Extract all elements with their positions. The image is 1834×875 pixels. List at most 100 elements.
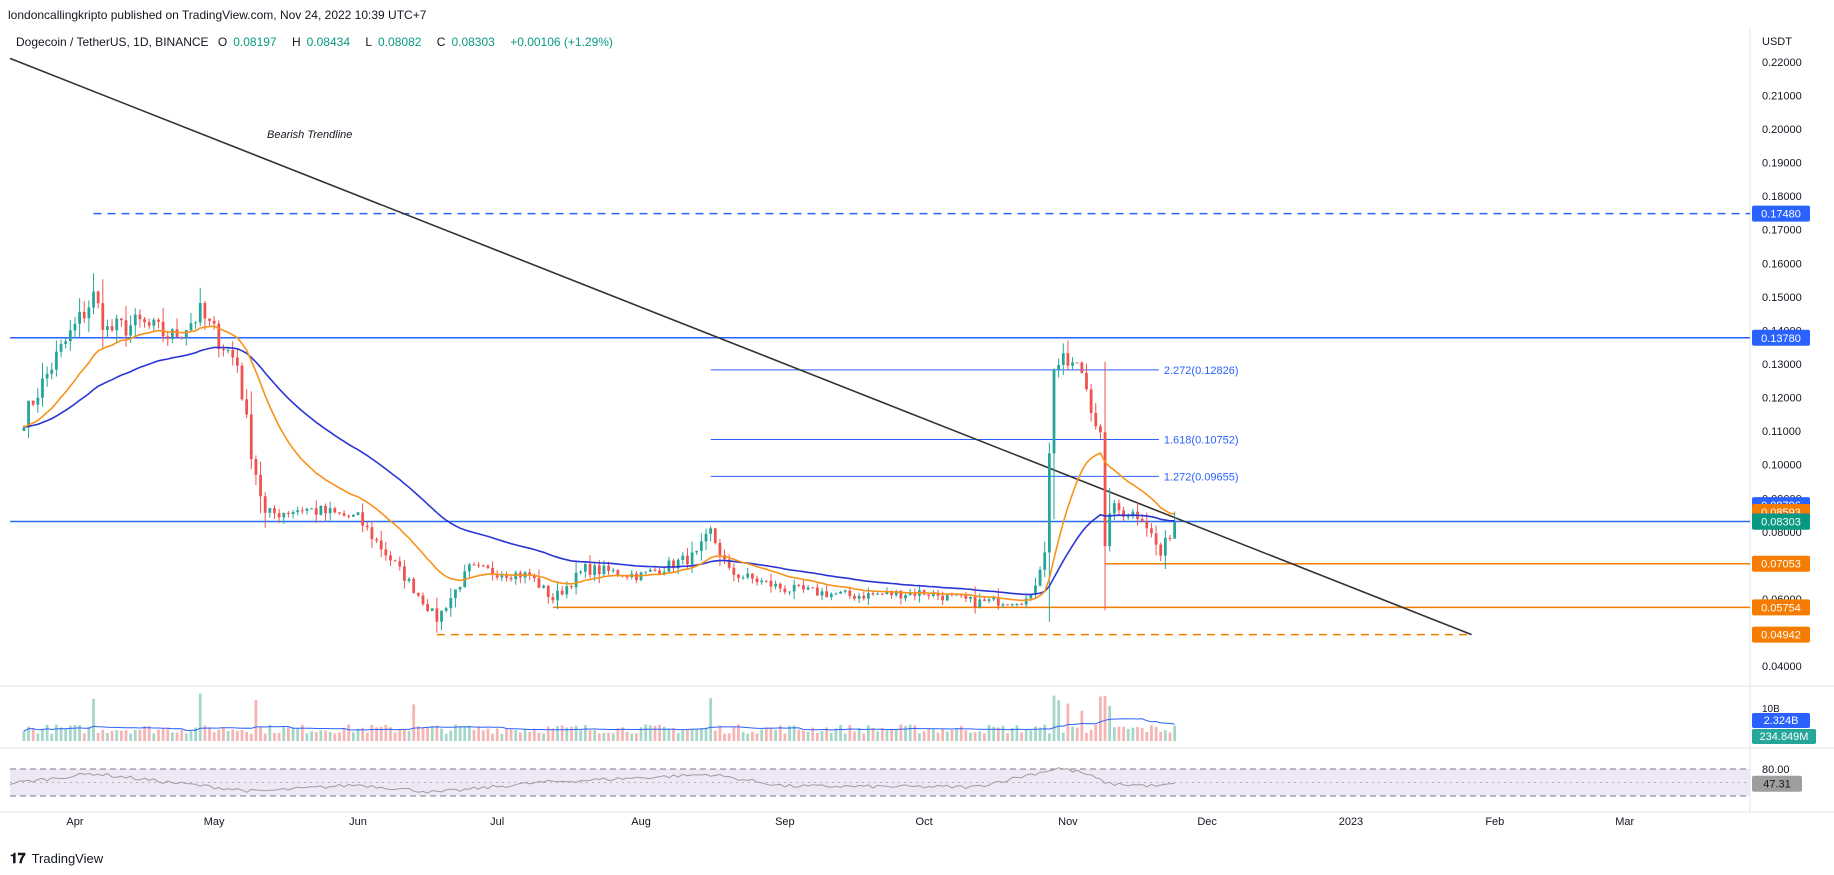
candle-body — [240, 365, 244, 400]
volume-bar — [342, 728, 346, 741]
tradingview-logo-icon: 𝟏𝟕 — [10, 850, 26, 866]
rsi-value-tag — [1752, 775, 1802, 792]
volume-bar — [774, 729, 777, 741]
ema-fast-line — [23, 325, 1175, 602]
candle-body — [119, 318, 123, 321]
candle-body — [1029, 594, 1033, 599]
candle-body — [653, 569, 657, 571]
candle-body — [249, 414, 253, 460]
volume-bar — [245, 731, 249, 741]
volume-bar — [778, 725, 782, 741]
candle-body — [931, 592, 935, 596]
candle-body — [973, 596, 977, 608]
volume-bar — [147, 725, 151, 741]
candle-body — [593, 565, 597, 575]
volume-bar — [760, 729, 764, 741]
candle-body — [574, 572, 578, 588]
candle-body — [945, 594, 949, 601]
candle-body — [746, 573, 750, 578]
price-tick-label: 0.15000 — [1762, 292, 1802, 304]
candle-body — [727, 559, 731, 568]
candle-body — [314, 508, 318, 515]
candle-body — [384, 549, 388, 556]
volume-bar — [421, 727, 425, 741]
candle-body — [356, 512, 360, 515]
candle-body — [532, 575, 536, 579]
low-label: L — [365, 35, 373, 49]
volume-bar — [333, 733, 337, 741]
volume-bar — [704, 727, 708, 741]
footer-brand[interactable]: 𝟏𝟕 TradingView — [10, 850, 103, 867]
volume-bar — [1057, 700, 1061, 741]
volume-bar — [718, 725, 722, 741]
volume-bar — [583, 725, 587, 741]
candle-body — [509, 577, 513, 580]
volume-bar — [681, 730, 685, 741]
volume-bar — [1034, 726, 1037, 741]
candle-body — [389, 555, 392, 561]
volume-bar — [1006, 733, 1009, 741]
price-label-text: 0.13780 — [1761, 333, 1801, 345]
volume-bar — [792, 725, 796, 741]
volume-bar — [1066, 703, 1070, 741]
volume-bar — [1080, 710, 1084, 741]
volume-bar — [458, 727, 462, 741]
volume-bar — [1061, 732, 1065, 741]
volume-bar — [959, 725, 963, 741]
volume-bar — [310, 731, 313, 741]
candle-body — [31, 400, 35, 405]
fib-extension-label: 2.272(0.12826) — [1164, 365, 1239, 377]
volume-bar — [1131, 727, 1135, 741]
candle-body — [648, 569, 652, 572]
volume-bar — [1103, 695, 1107, 741]
volume-bar — [588, 730, 592, 741]
candle-body — [87, 307, 91, 319]
volume-bar — [788, 725, 791, 741]
candle-body — [310, 508, 313, 510]
candle-body — [64, 341, 68, 344]
candle-body — [899, 591, 903, 599]
time-tick-label: Dec — [1197, 816, 1217, 828]
volume-bar — [430, 725, 434, 741]
volume-bar — [296, 728, 300, 741]
candle-body — [829, 593, 833, 598]
candle-body — [1080, 362, 1084, 373]
volume-bar — [41, 728, 44, 741]
candle-body — [658, 570, 661, 575]
candle-body — [1122, 510, 1125, 517]
candle-body — [477, 564, 481, 566]
candle-body — [676, 559, 680, 569]
volume-bar — [486, 728, 490, 741]
volume-bar — [894, 729, 898, 741]
candle-body — [834, 593, 838, 595]
volume-bar — [273, 732, 276, 741]
volume-bar — [92, 698, 95, 741]
price-tick-label: 0.18000 — [1762, 191, 1802, 203]
volume-bar — [1015, 725, 1019, 741]
volume-bar — [992, 726, 996, 741]
candle-body — [282, 513, 286, 518]
candle-body — [449, 598, 453, 609]
candle-body — [435, 608, 439, 622]
candle-body — [597, 565, 601, 575]
volume-bar — [124, 730, 128, 741]
candle-body — [500, 575, 504, 578]
volume-bar — [1112, 727, 1116, 741]
candle-body — [890, 591, 893, 596]
candle-body — [514, 572, 518, 580]
volume-bar — [463, 726, 467, 741]
candle-body — [662, 571, 666, 575]
volume-bar — [1089, 729, 1093, 741]
volume-bar — [755, 733, 759, 741]
candle-body — [737, 574, 740, 578]
time-tick-label: Oct — [916, 816, 933, 828]
candle-body — [412, 578, 416, 593]
volume-bar — [64, 728, 68, 741]
candle-body — [611, 570, 615, 572]
ema-slow-line — [23, 346, 1175, 596]
candle-body — [27, 400, 30, 428]
price-label-tag — [1752, 205, 1810, 222]
fib-extension-label: 1.272(0.09655) — [1164, 471, 1239, 483]
candle-body — [556, 590, 559, 601]
